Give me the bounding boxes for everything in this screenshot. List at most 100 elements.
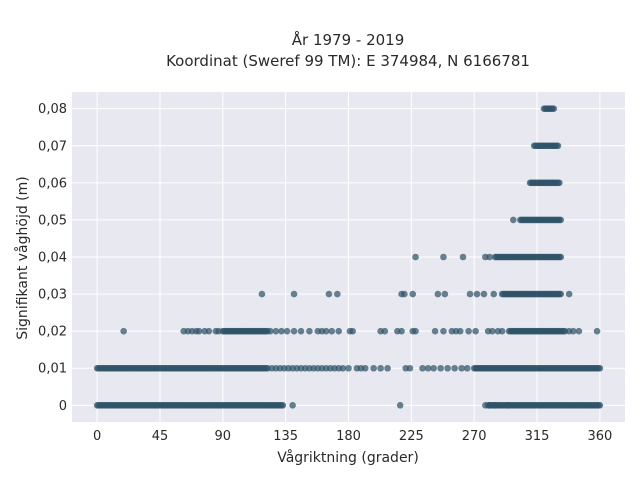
data-point xyxy=(381,327,389,335)
data-point xyxy=(279,402,287,409)
data-point xyxy=(575,327,583,335)
data-point xyxy=(339,364,347,372)
data-point xyxy=(290,290,298,298)
data-point xyxy=(556,179,563,187)
x-tick-label: 315 xyxy=(525,429,550,444)
y-tick-label: 0 xyxy=(59,399,67,414)
x-tick-label: 270 xyxy=(462,429,487,444)
data-point xyxy=(490,290,498,298)
y-tick-label: 0,02 xyxy=(38,325,67,340)
x-tick-label: 135 xyxy=(273,429,298,444)
data-point xyxy=(466,290,474,298)
x-axis-label: Vågriktning (grader) xyxy=(277,449,419,466)
y-tick-label: 0,08 xyxy=(38,102,67,117)
data-point xyxy=(306,327,313,335)
data-point xyxy=(328,327,336,335)
data-point xyxy=(465,327,472,335)
y-tick-label: 0,04 xyxy=(38,251,67,266)
data-point xyxy=(272,327,280,335)
data-point xyxy=(424,364,432,372)
data-point xyxy=(444,364,451,372)
data-point xyxy=(437,364,444,372)
data-point xyxy=(322,327,330,335)
data-point xyxy=(431,327,439,335)
x-tick-label: 0 xyxy=(93,429,101,444)
data-point xyxy=(463,364,471,372)
data-point xyxy=(289,402,296,409)
x-tick-label: 45 xyxy=(152,429,169,444)
data-point xyxy=(557,253,565,261)
data-point xyxy=(412,253,419,261)
y-axis-label: Signifikant våghöjd (m) xyxy=(14,176,31,339)
data-point xyxy=(396,402,404,409)
data-point xyxy=(267,327,274,335)
data-point xyxy=(456,327,464,335)
y-tick-labels: 0 0,01 0,02 0,03 0,04 0,05 0,06 0,07 0,08 xyxy=(38,102,67,414)
data-point xyxy=(434,290,442,298)
y-tick-label: 0,06 xyxy=(38,176,67,191)
data-point xyxy=(290,327,298,335)
chart-title-line2: Koordinat (Sweref 99 TM): E 374984, N 61… xyxy=(166,52,530,70)
data-point xyxy=(278,327,285,335)
data-point xyxy=(205,327,213,335)
data-point xyxy=(195,327,203,335)
data-point xyxy=(565,290,573,298)
data-point xyxy=(451,364,458,372)
data-point xyxy=(258,290,266,298)
data-point xyxy=(334,290,341,298)
data-point xyxy=(406,364,414,372)
data-point xyxy=(440,327,447,335)
data-point xyxy=(489,327,496,335)
data-point xyxy=(325,290,333,298)
data-point xyxy=(491,402,499,409)
data-point xyxy=(498,327,506,335)
data-point xyxy=(412,327,419,335)
data-point xyxy=(458,364,465,372)
data-point xyxy=(554,142,562,150)
data-point xyxy=(297,327,305,335)
y-tick-label: 0,05 xyxy=(38,213,67,228)
x-tick-labels: 0 45 90 135 180 225 270 315 360 xyxy=(93,429,612,444)
data-point xyxy=(570,327,577,335)
data-point xyxy=(370,364,377,372)
data-point xyxy=(459,253,467,261)
data-point xyxy=(486,253,493,261)
x-tick-label: 180 xyxy=(336,429,361,444)
data-point xyxy=(550,105,558,112)
data-point xyxy=(509,216,517,224)
data-point xyxy=(430,364,437,372)
data-point xyxy=(361,364,369,372)
data-point xyxy=(283,327,291,335)
data-point xyxy=(557,216,565,224)
data-point xyxy=(120,327,127,335)
data-point xyxy=(215,327,222,335)
data-point xyxy=(596,402,604,409)
data-point xyxy=(596,364,604,372)
data-points xyxy=(93,105,604,409)
data-point xyxy=(349,327,356,335)
data-point xyxy=(345,364,352,372)
data-point xyxy=(409,290,417,298)
y-tick-label: 0,03 xyxy=(38,288,67,303)
data-point xyxy=(472,327,479,335)
data-point xyxy=(401,290,408,298)
y-tick-label: 0,01 xyxy=(38,362,67,377)
data-point xyxy=(557,290,565,298)
data-point xyxy=(593,327,601,335)
data-point xyxy=(398,327,405,335)
data-point xyxy=(473,290,481,298)
data-point xyxy=(504,402,512,409)
data-point xyxy=(441,290,449,298)
data-point xyxy=(440,253,447,261)
x-tick-label: 225 xyxy=(399,429,424,444)
data-point xyxy=(384,364,391,372)
data-point xyxy=(419,364,426,372)
x-tick-label: 360 xyxy=(587,429,612,444)
y-tick-label: 0,07 xyxy=(38,139,67,154)
data-point xyxy=(486,402,493,409)
data-point xyxy=(335,327,343,335)
x-tick-label: 90 xyxy=(215,429,232,444)
data-point xyxy=(377,364,384,372)
data-point xyxy=(480,290,488,298)
